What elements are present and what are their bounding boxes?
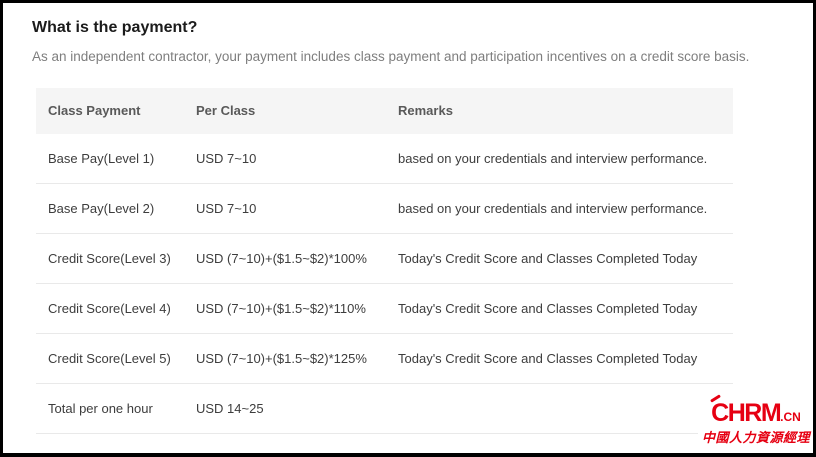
table-row: Total per one hour USD 14~25 — [36, 384, 733, 434]
table-cell-class-payment: Base Pay(Level 1) — [48, 151, 155, 166]
table-cell-per-class: USD (7~10)+($1.5~$2)*100% — [196, 251, 367, 266]
column-header-remarks: Remarks — [398, 103, 453, 118]
table-cell-per-class: USD 7~10 — [196, 201, 257, 216]
table-cell-remarks: Today's Credit Score and Classes Complet… — [398, 301, 698, 316]
table-row: Base Pay(Level 2) USD 7~10 based on your c… — [36, 184, 733, 234]
watermark-tld: .CN — [780, 410, 801, 424]
table-body: Base Pay(Level 1) USD 7~10 based on your c… — [36, 134, 733, 434]
table-cell-per-class: USD (7~10)+($1.5~$2)*125% — [196, 351, 367, 366]
watermark-brand: CHRM — [711, 399, 782, 427]
column-header-class-payment: Class Payment — [48, 103, 141, 118]
table-cell-class-payment: Credit Score(Level 4) — [48, 301, 171, 316]
table-cell-class-payment: Base Pay(Level 2) — [48, 201, 155, 216]
table-row: Credit Score(Level 4) USD (7~10)+($1.5~$2… — [36, 284, 733, 334]
table-cell-per-class: USD 7~10 — [196, 151, 257, 166]
table-cell-remarks: Today's Credit Score and Classes Complet… — [398, 251, 698, 266]
table-cell-per-class: USD 14~25 — [196, 401, 264, 416]
table-cell-class-payment: Credit Score(Level 3) — [48, 251, 171, 266]
page-subtitle: As an independent contractor, your payme… — [32, 49, 750, 64]
table-cell-class-payment: Credit Score(Level 5) — [48, 351, 171, 366]
table-cell-remarks: based on your credentials and interview … — [398, 201, 708, 216]
table-row: Base Pay(Level 1) USD 7~10 based on your c… — [36, 134, 733, 184]
table-cell-per-class: USD (7~10)+($1.5~$2)*110% — [196, 301, 366, 316]
watermark-tagline: 中國人力資源經理 — [701, 430, 810, 445]
table-row: Credit Score(Level 3) USD (7~10)+($1.5~$2… — [36, 234, 733, 284]
chrm-watermark: CHRM.CN 中國人力資源經理 — [697, 394, 810, 446]
watermark-brand-line: CHRM.CN — [710, 394, 801, 427]
table-row: Credit Score(Level 5) USD (7~10)+($1.5~$2… — [36, 334, 733, 384]
table-cell-remarks — [386, 384, 733, 433]
table-cell-remarks: based on your credentials and interview … — [398, 151, 708, 166]
payment-table: Class Payment Per Class Remarks Base Pay… — [36, 88, 733, 434]
table-cell-class-payment: Total per one hour — [48, 401, 153, 416]
column-header-per-class: Per Class — [196, 103, 256, 118]
page-title: What is the payment? — [32, 19, 198, 36]
table-cell-remarks: Today's Credit Score and Classes Complet… — [398, 351, 698, 366]
table-header-row: Class Payment Per Class Remarks — [36, 88, 733, 134]
